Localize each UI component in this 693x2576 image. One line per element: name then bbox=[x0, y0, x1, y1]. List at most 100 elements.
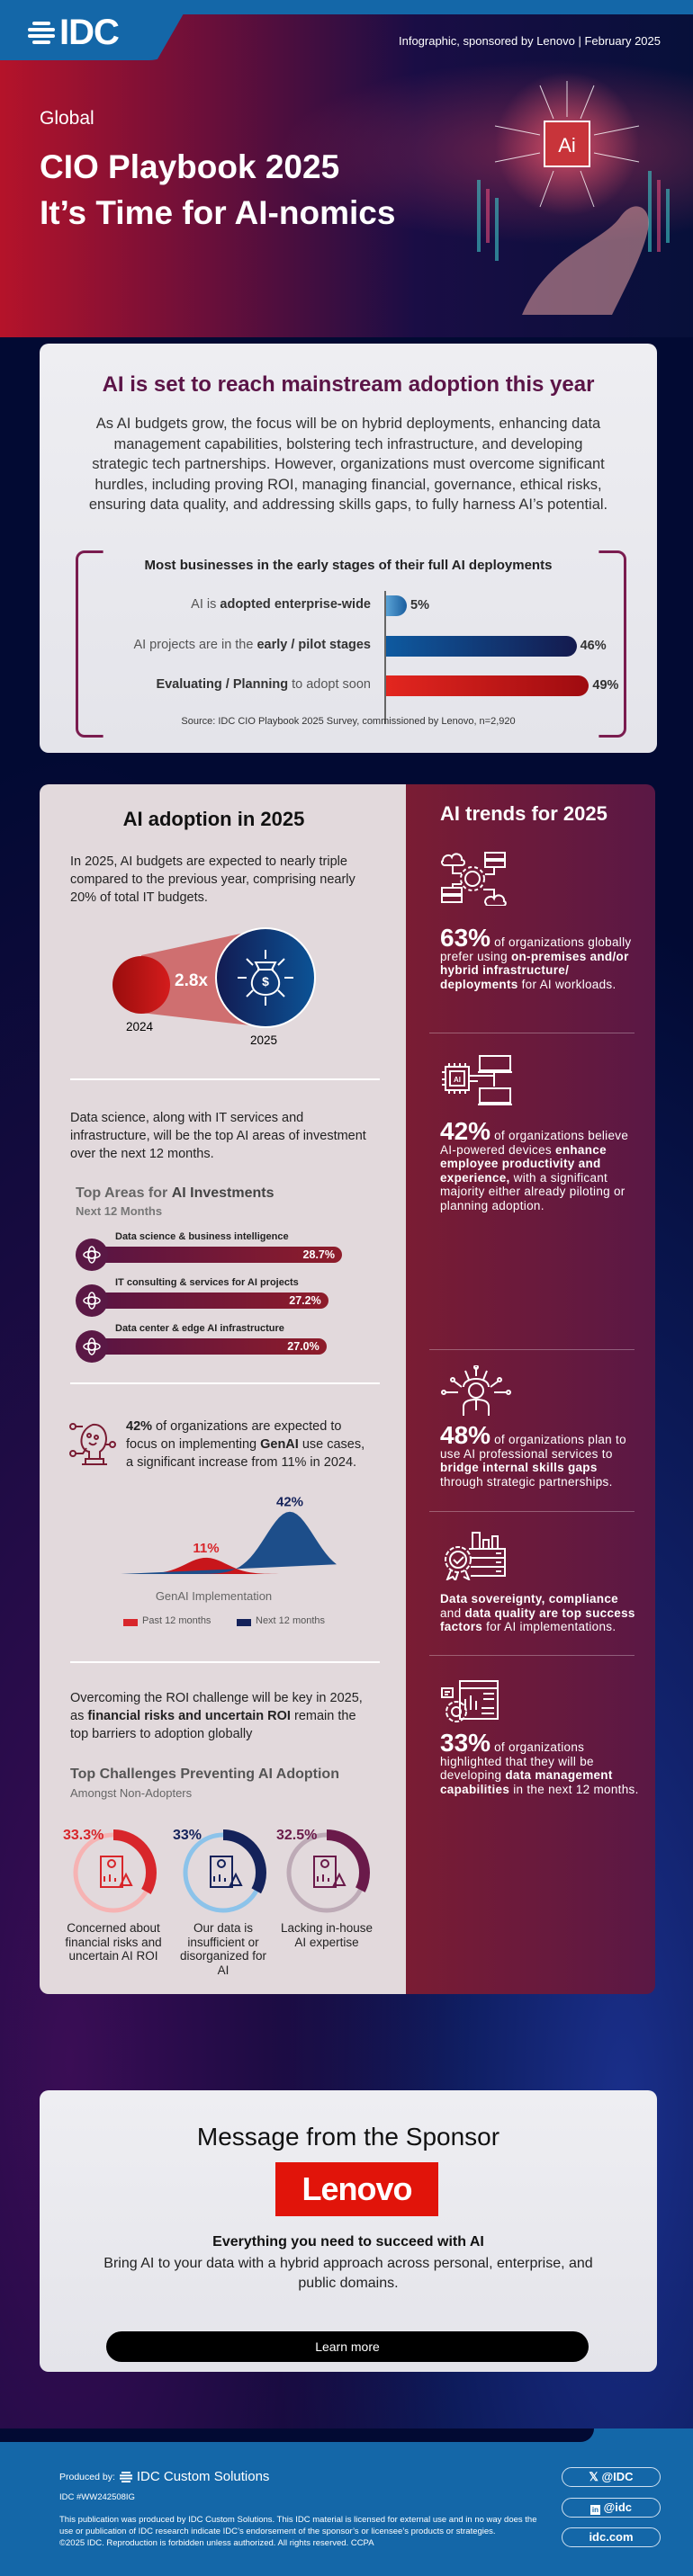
genai-chart-title: GenAI Implementation bbox=[155, 1589, 273, 1603]
investment-label: Data science & business intelligence bbox=[115, 1231, 289, 1242]
consulting-gear-icon bbox=[76, 1284, 108, 1317]
linkedin-social-link[interactable]: in @idc bbox=[562, 2498, 661, 2518]
idc-logo: IDC bbox=[27, 13, 120, 53]
donut-arc bbox=[284, 1829, 370, 1916]
document-id: IDC #WW242508IG bbox=[59, 2492, 135, 2502]
idc-globe-icon bbox=[28, 21, 55, 44]
adoption-title: AI adoption in 2025 bbox=[122, 808, 305, 830]
bar-value: 5% bbox=[410, 598, 429, 613]
trend-bold: bridge internal skills gaps bbox=[440, 1461, 598, 1474]
trend-bold: data quality are top success factors bbox=[440, 1606, 635, 1634]
deployment-chart-title: Most businesses in the early stages of t… bbox=[144, 558, 553, 573]
roi-text-b: financial risks and uncertain ROI bbox=[87, 1709, 291, 1723]
challenge-pct: 33% bbox=[173, 1828, 202, 1843]
trend-devices: 42% of organizations believe AI-powered … bbox=[440, 1119, 643, 1212]
disclaimer-line: use or publication of IDC research indic… bbox=[59, 2527, 496, 2536]
budget-growth-graphic: $ bbox=[112, 927, 316, 1028]
producer-name: IDC Custom Solutions bbox=[136, 2469, 270, 2484]
professional-services-icon bbox=[441, 1365, 511, 1416]
chart-axis bbox=[384, 591, 386, 724]
budget-multiplier: 2.8x bbox=[175, 971, 208, 990]
bar-label: Evaluating / Planning to adopt soon bbox=[47, 677, 371, 692]
investment-bar: 27.2% bbox=[79, 1292, 328, 1309]
intro-paragraph: As AI budgets grow, the focus will be on… bbox=[88, 416, 608, 513]
donut-arc bbox=[70, 1829, 157, 1916]
challenge-pct: 33.3% bbox=[63, 1828, 104, 1843]
bar-label: AI projects are in the early / pilot sta… bbox=[47, 638, 371, 652]
ai-devices-icon: AI bbox=[442, 1055, 512, 1105]
trend-divider bbox=[429, 1511, 634, 1512]
financial-risk-icon bbox=[100, 1856, 133, 1888]
ai-adoption-panel: AI adoption in 2025 In 2025, AI budgets … bbox=[40, 784, 406, 1994]
atom-database-icon bbox=[76, 1239, 108, 1271]
legend-past: Past 12 months bbox=[142, 1615, 212, 1626]
year-2024-label: 2024 bbox=[126, 1020, 154, 1033]
sponsor-text: Bring AI to your data with a hybrid appr… bbox=[104, 2256, 593, 2291]
chip-ai-text: AI bbox=[454, 1076, 461, 1084]
page-subtitle: It’s Time for AI-nomics bbox=[40, 194, 396, 231]
produced-by: Produced by: IDC Custom Solutions bbox=[59, 2469, 269, 2484]
investment-label: IT consulting & services for AI projects bbox=[115, 1277, 299, 1288]
cloud-server-icon bbox=[76, 1330, 108, 1363]
bar-label-bold: Evaluating / Planning bbox=[156, 677, 289, 692]
bar-label-bold: early / pilot stages bbox=[256, 638, 371, 652]
year-2025-label: 2025 bbox=[250, 1033, 278, 1047]
genai-value-label: 42% bbox=[276, 1495, 303, 1510]
intro-title: AI is set to reach mainstream adoption t… bbox=[102, 372, 595, 397]
copyright-line: ©2025 IDC. Reproduction is forbidden unl… bbox=[59, 2538, 374, 2548]
learn-more-button[interactable]: Learn more bbox=[106, 2331, 589, 2362]
sponsor-title: Message from the Sponsor bbox=[196, 2123, 500, 2151]
investments-title-a: Top Areas for bbox=[76, 1185, 172, 1201]
bar-label-bold: adopted enterprise-wide bbox=[220, 597, 371, 612]
genai-text-a: of organizations are expected to focus o… bbox=[126, 1419, 342, 1452]
budget-2025-circle bbox=[215, 927, 316, 1028]
trend-text: and bbox=[440, 1606, 465, 1620]
trend-compliance: Data sovereignty, compliance and data qu… bbox=[440, 1592, 643, 1634]
x-social-link[interactable]: 𝕏 @IDC bbox=[562, 2467, 661, 2487]
trend-stat: 33% bbox=[440, 1729, 491, 1757]
deployment-bar bbox=[386, 636, 577, 657]
trend-text: of organizations plan to use AI professi… bbox=[440, 1433, 626, 1461]
roi-paragraph: Overcoming the ROI challenge will be key… bbox=[70, 1689, 376, 1743]
trend-text: for AI workloads. bbox=[518, 977, 616, 991]
trend-stat: 48% bbox=[440, 1421, 491, 1449]
linkedin-handle: @idc bbox=[603, 2500, 633, 2514]
investments-title-b: AI Investments bbox=[171, 1185, 274, 1201]
linkedin-icon: in bbox=[590, 2505, 600, 2515]
disclaimer-line: This publication was produced by IDC Cus… bbox=[59, 2515, 537, 2525]
budget-2024-circle bbox=[112, 956, 170, 1014]
money-bag-icon bbox=[238, 950, 293, 1006]
x-handle: @IDC bbox=[601, 2470, 634, 2483]
challenge-donut bbox=[180, 1829, 266, 1916]
section-divider bbox=[70, 1382, 380, 1384]
region-label: Global bbox=[40, 108, 94, 129]
genai-curve-next bbox=[121, 1511, 337, 1574]
data-management-icon bbox=[441, 1680, 499, 1722]
genai-value-label: 11% bbox=[193, 1541, 219, 1556]
bar-value: 46% bbox=[580, 639, 607, 653]
trend-text: with a significant majority either alrea… bbox=[440, 1170, 626, 1212]
deployment-bar bbox=[386, 595, 407, 616]
challenge-label: Lacking in-house AI expertise bbox=[280, 1921, 374, 1949]
trend-divider bbox=[429, 1349, 634, 1350]
lenovo-logo: Lenovo bbox=[275, 2162, 438, 2216]
trend-bold: data management capabilities bbox=[440, 1768, 613, 1796]
ai-chip-hand-illustration: Ai bbox=[477, 72, 670, 315]
bar-label-text: AI projects are in the bbox=[133, 638, 257, 652]
genai-curve-chart: 11% 42% bbox=[85, 1495, 337, 1574]
chip-label: Ai bbox=[558, 134, 576, 157]
genai-paragraph: 42% of organizations are expected to foc… bbox=[126, 1418, 369, 1471]
website-link[interactable]: idc.com bbox=[562, 2527, 661, 2547]
bar-label-text: AI is bbox=[191, 597, 220, 612]
challenge-pct: 32.5% bbox=[276, 1828, 318, 1843]
chart-source: Source: IDC CIO Playbook 2025 Survey, co… bbox=[181, 716, 516, 727]
sponsor-card: Message from the Sponsor Lenovo Everythi… bbox=[40, 2090, 657, 2372]
legend-next: Next 12 months bbox=[256, 1615, 326, 1626]
idc-logo-text: IDC bbox=[59, 13, 120, 52]
donut-arc bbox=[180, 1829, 266, 1916]
trend-text: of organizations believe AI-powered devi… bbox=[440, 1129, 629, 1157]
challenge-label: Our data is insufficient or disorganized… bbox=[179, 1921, 267, 1977]
x-icon: 𝕏 bbox=[589, 2470, 602, 2483]
data-compliance-icon bbox=[445, 1532, 506, 1580]
investments-subtitle: Next 12 Months bbox=[76, 1204, 163, 1218]
